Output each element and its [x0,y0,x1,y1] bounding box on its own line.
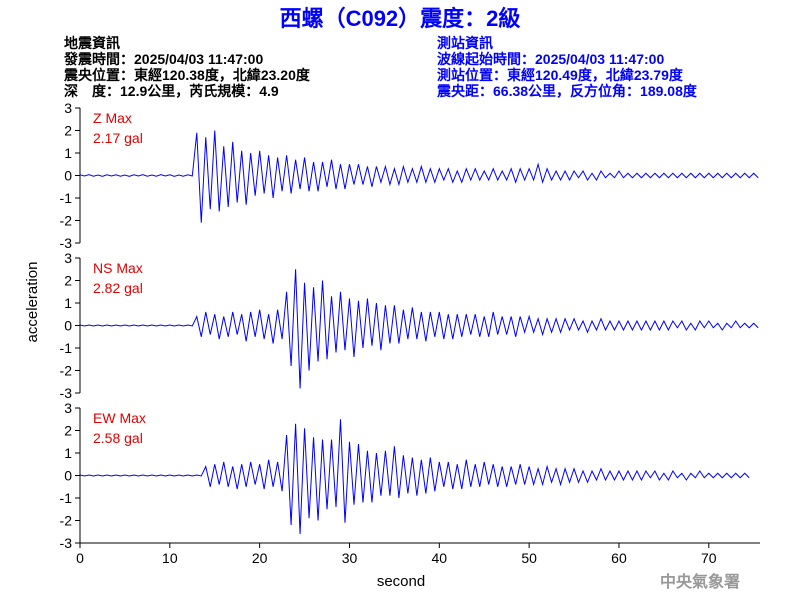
x-tick-label: 0 [76,550,84,566]
series-name: EW Max [93,410,146,426]
y-tick-label: 0 [64,168,72,184]
info-heading: 地震資訊 [64,35,120,51]
watermark: 中央氣象署 [660,572,740,591]
y-tick-label: 1 [64,145,72,161]
info-heading: 測站資訊 [437,35,493,51]
y-tick-label: 2 [64,273,72,289]
waveform [79,130,759,223]
title: 西螺（C092）震度：2級 [280,6,521,31]
x-tick-label: 40 [432,550,448,566]
info-line: 測站位置：東經120.49度，北緯23.79度 [437,67,684,83]
info-line: 波線起始時間：2025/04/03 11:47:00 [437,51,664,67]
x-axis-label: second [377,573,425,590]
x-tick-label: 20 [252,550,268,566]
info-line: 發震時間：2025/04/03 11:47:00 [63,51,263,67]
y-tick-label: 3 [64,250,72,266]
x-tick-label: 50 [521,550,537,566]
y-tick-label: -2 [60,363,73,379]
peak-label: 2.82 gal [93,280,143,296]
y-tick-label: 0 [64,318,72,334]
info-line: 震央位置：東經120.38度，北緯23.20度 [63,67,311,83]
info-line: 震央距：66.38公里，反方位角：189.08度 [436,83,698,99]
y-tick-label: 1 [64,445,72,461]
series-name: Z Max [93,110,132,126]
y-tick-label: 3 [64,100,72,116]
x-tick-label: 70 [701,550,717,566]
y-tick-label: -1 [60,490,73,506]
waveform [79,269,759,389]
y-tick-label: 3 [64,400,72,416]
y-tick-label: -3 [60,535,73,551]
waveform [79,419,750,535]
info-line: 深 度：12.9公里，芮氏規模：4.9 [64,83,279,99]
y-tick-label: -1 [60,190,73,206]
y-tick-label: 2 [64,123,72,139]
peak-label: 2.17 gal [93,130,143,146]
peak-label: 2.58 gal [93,430,143,446]
y-tick-label: -2 [60,513,73,529]
y-tick-label: 2 [64,423,72,439]
x-tick-label: 60 [611,550,627,566]
y-tick-label: 1 [64,295,72,311]
series-name: NS Max [93,260,143,276]
y-axis-label: acceleration [24,262,41,343]
y-tick-label: -1 [60,340,73,356]
x-tick-label: 30 [342,550,358,566]
y-tick-label: -2 [60,213,73,229]
y-tick-label: -3 [60,235,73,251]
y-tick-label: 0 [64,468,72,484]
x-tick-label: 10 [162,550,178,566]
y-tick-label: -3 [60,385,73,401]
